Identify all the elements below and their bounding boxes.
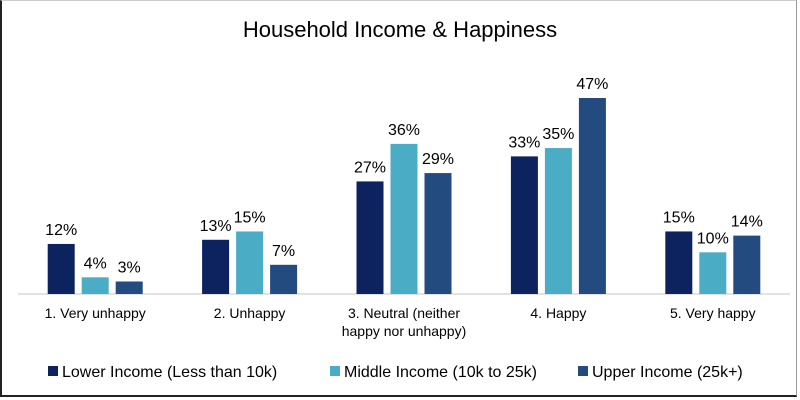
bar bbox=[236, 231, 264, 294]
bar bbox=[356, 181, 384, 294]
data-label: 10% bbox=[697, 230, 729, 247]
data-label: 29% bbox=[422, 151, 454, 168]
data-label: 7% bbox=[272, 243, 295, 260]
data-label: 27% bbox=[354, 159, 386, 176]
chart-title: Household Income & Happiness bbox=[243, 17, 557, 42]
data-label: 35% bbox=[542, 126, 574, 143]
bar bbox=[270, 264, 298, 294]
bar bbox=[665, 231, 693, 294]
legend-label: Lower Income (Less than 10k) bbox=[62, 364, 277, 381]
bar bbox=[81, 277, 109, 294]
data-label: 14% bbox=[731, 214, 763, 231]
x-tick-label: happy nor unhappy) bbox=[342, 323, 467, 339]
data-label: 15% bbox=[663, 209, 695, 226]
x-tick-label: 4. Happy bbox=[530, 305, 586, 321]
x-tick-label: 1. Very unhappy bbox=[45, 305, 146, 321]
data-label: 15% bbox=[234, 209, 266, 226]
data-label: 33% bbox=[508, 134, 540, 151]
bar bbox=[578, 98, 606, 294]
data-label: 12% bbox=[45, 222, 77, 239]
bar bbox=[390, 143, 418, 294]
bar bbox=[699, 252, 727, 294]
data-label: 4% bbox=[84, 255, 107, 272]
bar bbox=[115, 281, 143, 294]
x-tick-label: 2. Unhappy bbox=[214, 305, 286, 321]
x-tick-label: 5. Very happy bbox=[670, 305, 756, 321]
legend-label: Middle Income (10k to 25k) bbox=[344, 364, 537, 381]
legend-swatch bbox=[578, 366, 588, 376]
legend-swatch bbox=[330, 366, 340, 376]
bar bbox=[47, 243, 75, 294]
bar bbox=[202, 239, 230, 294]
data-label: 47% bbox=[576, 76, 608, 93]
bar bbox=[510, 156, 538, 294]
bar bbox=[424, 173, 452, 294]
x-tick-label: 3. Neutral (neither bbox=[348, 305, 460, 321]
legend-label: Upper Income (25k+) bbox=[592, 364, 743, 381]
data-label: 3% bbox=[118, 259, 141, 276]
bar bbox=[733, 235, 761, 294]
bar bbox=[544, 148, 572, 294]
data-label: 36% bbox=[388, 122, 420, 139]
legend-swatch bbox=[48, 366, 58, 376]
data-label: 13% bbox=[200, 218, 232, 235]
